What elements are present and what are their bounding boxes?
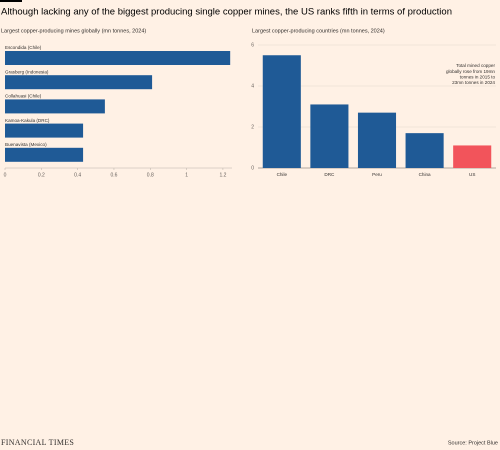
y-tick-label: 0 (251, 165, 254, 171)
bar (5, 147, 84, 162)
x-tick-label: DRC (324, 172, 335, 177)
bar (5, 123, 84, 138)
bar (453, 145, 492, 168)
y-tick-label: 6 (251, 42, 254, 48)
category-label: Grasberg (Indonesia) (5, 69, 49, 74)
x-tick-label: 1.2 (219, 172, 226, 178)
bar (357, 112, 397, 168)
category-label: Collahuasi (Chile) (5, 94, 42, 99)
brand: FINANCIAL TIMES (1, 438, 74, 447)
bar (5, 51, 231, 65)
x-tick-label: China (419, 172, 431, 177)
bar (310, 104, 349, 168)
x-tick-label: Chile (277, 172, 288, 177)
category-label: Kamoa-Kakula (DRC) (5, 118, 50, 123)
x-tick-label: 1 (185, 172, 188, 178)
chart-subtitle: Largest copper-producing mines globally … (1, 28, 146, 34)
top-rule (0, 0, 22, 2)
category-label: Buenavista (Mexico) (5, 142, 47, 147)
x-tick-label: 0.4 (74, 172, 81, 178)
source: Source: Project Blue (448, 440, 498, 446)
bar (5, 75, 153, 90)
annotation: Total mined copper (456, 63, 495, 68)
y-tick-label: 2 (251, 124, 254, 130)
x-tick-label: Peru (372, 172, 382, 177)
x-tick-label: 0.2 (38, 172, 45, 178)
bar (262, 55, 301, 168)
y-tick-label: 4 (251, 83, 254, 89)
x-tick-label: US (469, 172, 475, 177)
annotation: tonnes in 2015 to (460, 74, 496, 79)
annotation: 23mn tonnes in 2024 (452, 80, 495, 85)
x-tick-label: 0.8 (147, 172, 154, 178)
category-label: Escondida (Chile) (5, 45, 42, 50)
chart-subtitle: Largest copper-producing countries (mn t… (252, 28, 385, 34)
annotation: globally rose from 19mn (446, 69, 495, 74)
bar (5, 99, 105, 114)
page-title: Although lacking any of the biggest prod… (1, 7, 452, 18)
bar (405, 133, 444, 168)
x-tick-label: 0 (4, 172, 7, 178)
x-tick-label: 0.6 (110, 172, 117, 178)
